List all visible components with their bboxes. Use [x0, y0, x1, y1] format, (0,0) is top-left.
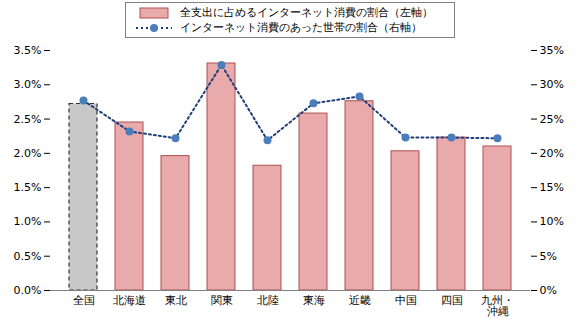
svg-text:20%: 20%	[540, 147, 564, 160]
svg-text:東北: 東北	[165, 294, 187, 307]
svg-text:北海道: 北海道	[113, 294, 146, 307]
svg-text:東海: 東海	[303, 294, 325, 307]
svg-text:3.0%: 3.0%	[14, 78, 42, 91]
svg-text:15%: 15%	[540, 181, 564, 194]
svg-text:3.5%: 3.5%	[14, 44, 42, 57]
html-text:インターネット消費のあった世帯の割合（右軸）: インターネット消費のあった世帯の割合（右軸）	[180, 21, 422, 34]
svg-text:0%: 0%	[540, 284, 557, 297]
svg-text:中国: 中国	[395, 294, 417, 307]
svg-text:5%: 5%	[540, 250, 557, 263]
svg-text:九州・沖縄: 九州・沖縄	[481, 294, 514, 318]
html-text:全支出に占めるインターネット消費の割合（左軸）: 全支出に占めるインターネット消費の割合（左軸）	[180, 6, 433, 19]
svg-text:北陸: 北陸	[257, 294, 279, 307]
svg-text:2.0%: 2.0%	[14, 147, 42, 160]
svg-text:1.5%: 1.5%	[14, 181, 42, 194]
svg-text:2.5%: 2.5%	[14, 113, 42, 126]
svg-text:近畿: 近畿	[349, 294, 371, 307]
svg-text:30%: 30%	[540, 78, 564, 91]
svg-text:25%: 25%	[540, 113, 564, 126]
svg-text:全国: 全国	[73, 294, 95, 307]
svg-text:四国: 四国	[441, 294, 463, 307]
svg-text:0.0%: 0.0%	[14, 284, 42, 297]
svg-text:関東: 関東	[211, 294, 233, 307]
svg-text:1.0%: 1.0%	[14, 215, 42, 228]
svg-text:35%: 35%	[540, 44, 564, 57]
svg-text:10%: 10%	[540, 215, 564, 228]
svg-text:0.5%: 0.5%	[14, 250, 42, 263]
